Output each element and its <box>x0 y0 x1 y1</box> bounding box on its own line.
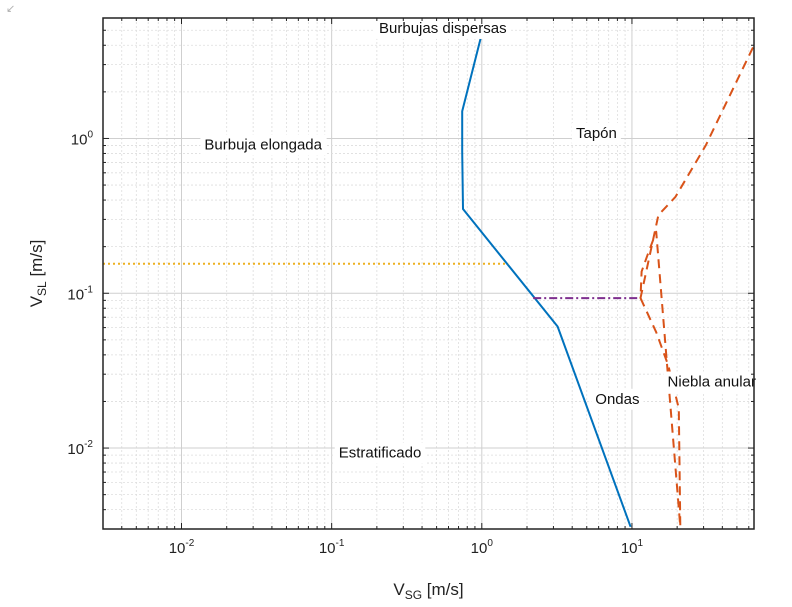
y-tick-label: 10-2 <box>67 439 93 458</box>
series-layer <box>103 38 754 528</box>
region-label-text: Burbuja elongada <box>204 137 322 154</box>
ticks: 10-2 10-1 100 101 10-2 10-1 100 <box>67 17 754 557</box>
region-label-3: Tapón <box>571 122 621 144</box>
plot-area <box>103 18 754 529</box>
resize-arrow-icon[interactable]: ↙ <box>6 2 16 15</box>
region-label-text: Tapón <box>576 125 617 142</box>
x-tick-label: 10-1 <box>319 538 345 557</box>
grid <box>102 17 754 530</box>
x-tick-label: 100 <box>471 538 494 557</box>
region-label-text: Ondas <box>595 391 639 408</box>
boundary-line-1 <box>461 38 632 528</box>
region-label-text: Niebla anular <box>668 374 756 391</box>
x-tick-label: 101 <box>621 538 644 557</box>
annotations: Burbujas dispersas Burbuja elongada Tapón O… <box>200 17 760 464</box>
region-label-5: Niebla anular <box>663 371 760 393</box>
plot-frame <box>102 17 755 530</box>
region-label-6: Estratificado <box>334 442 426 464</box>
x-axis-label: VSG [m/s] <box>393 580 463 602</box>
y-axis-label: VSL [m/s] <box>27 240 49 308</box>
region-label-text: Burbujas dispersas <box>379 20 507 37</box>
region-label-4: Ondas <box>591 388 644 410</box>
region-label-2: Burbuja elongada <box>200 134 327 156</box>
boundary-line-4 <box>639 44 754 528</box>
x-tick-label: 10-2 <box>169 538 195 557</box>
y-tick-label: 100 <box>71 129 94 148</box>
region-label-text: Estratificado <box>339 445 422 462</box>
region-label-1: Burbujas dispersas <box>375 17 511 39</box>
y-tick-label: 10-1 <box>67 284 93 303</box>
